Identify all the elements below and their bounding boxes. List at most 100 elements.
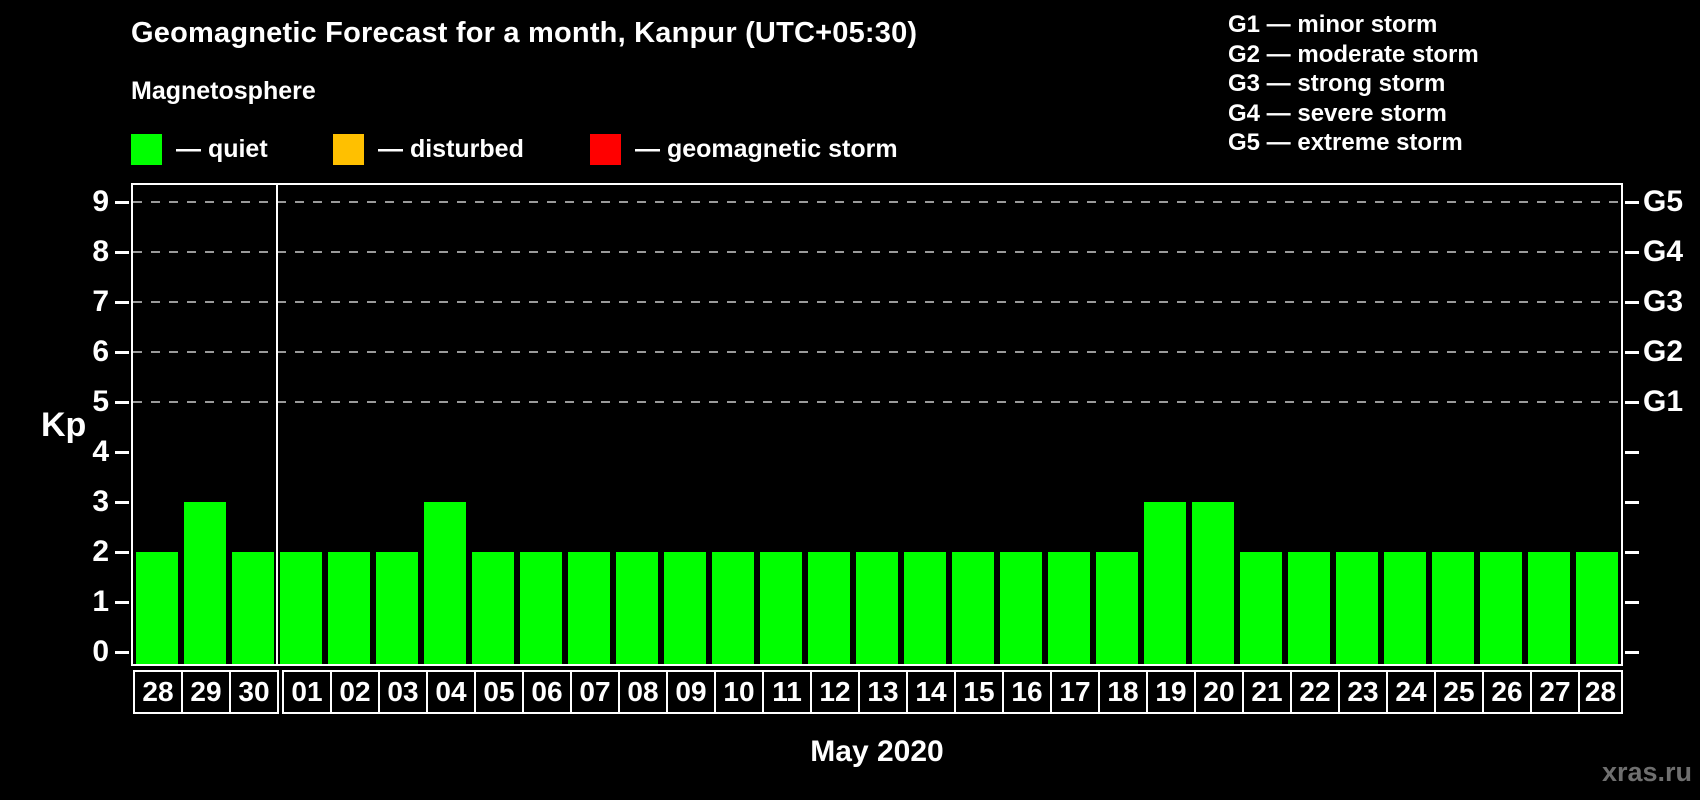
bar-day-26 — [1480, 552, 1522, 664]
bar-day-23 — [1336, 552, 1378, 664]
date-cell-may-11: 11 — [762, 670, 812, 714]
y-axis-right-tick-8 — [1625, 251, 1639, 254]
y-axis-tick-label-0: 0 — [92, 635, 109, 668]
y-axis-left-tick-8 — [115, 251, 129, 254]
date-cell-may-28: 28 — [1578, 670, 1623, 714]
bar-day-17 — [1048, 552, 1090, 664]
date-cell-may-08: 08 — [618, 670, 668, 714]
bar-day-13 — [856, 552, 898, 664]
storm-scale-legend-line-g5: G5 — extreme storm — [1228, 129, 1463, 156]
legend-item-quiet: — quiet — [131, 133, 268, 165]
y-axis-left-tick-7 — [115, 301, 129, 304]
date-cell-apr-29: 29 — [181, 670, 231, 714]
date-cell-may-01: 01 — [282, 670, 332, 714]
y-axis-right-tick-9 — [1625, 201, 1639, 204]
date-cell-may-17: 17 — [1050, 670, 1100, 714]
y-axis-left-tick-3 — [115, 501, 129, 504]
date-cell-may-03: 03 — [378, 670, 428, 714]
gridline-kp9 — [133, 201, 1621, 203]
bar-day-22 — [1288, 552, 1330, 664]
y-axis-left-tick-6 — [115, 351, 129, 354]
date-cell-may-23: 23 — [1338, 670, 1388, 714]
bar-day-08 — [616, 552, 658, 664]
right-axis-label-g2: G2 — [1643, 335, 1684, 368]
watermark: xras.ru — [1601, 757, 1692, 787]
bar-day-27 — [1528, 552, 1570, 664]
legend-item-geomagnetic-storm: — geomagnetic storm — [590, 133, 898, 165]
legend-swatch-geomagnetic-storm-icon — [590, 133, 621, 165]
bar-day-05 — [472, 552, 514, 664]
date-cell-may-02: 02 — [330, 670, 380, 714]
date-cell-may-25: 25 — [1434, 670, 1484, 714]
bar-day-12 — [808, 552, 850, 664]
bar-day-25 — [1432, 552, 1474, 664]
bar-day-04 — [424, 502, 466, 664]
y-axis-right-tick-2 — [1625, 551, 1639, 554]
bar-day-14 — [904, 552, 946, 664]
y-axis-tick-label-8: 8 — [92, 235, 109, 268]
y-axis-left-tick-0 — [115, 651, 129, 654]
y-axis-tick-label-5: 5 — [92, 385, 109, 418]
bar-day-10 — [712, 552, 754, 664]
month-separator-line — [276, 185, 278, 664]
storm-scale-legend-line-g4: G4 — severe storm — [1228, 99, 1447, 127]
bar-day-24 — [1384, 552, 1426, 664]
date-cell-may-24: 24 — [1386, 670, 1436, 714]
date-cell-may-20: 20 — [1194, 670, 1244, 714]
y-axis-left-tick-2 — [115, 551, 129, 554]
bar-day-01 — [280, 552, 322, 664]
bar-day-28 — [1576, 552, 1618, 664]
date-cell-may-12: 12 — [810, 670, 860, 714]
bar-day-11 — [760, 552, 802, 664]
date-cell-may-27: 27 — [1530, 670, 1580, 714]
y-axis-label: Kp — [41, 406, 87, 444]
y-axis-tick-label-1: 1 — [92, 585, 109, 618]
date-cell-apr-28: 28 — [133, 670, 183, 714]
right-axis-label-g4: G4 — [1643, 235, 1684, 268]
right-axis-label-g3: G3 — [1643, 285, 1684, 318]
y-axis-right-tick-4 — [1625, 451, 1639, 454]
legend-label-disturbed: — disturbed — [378, 134, 524, 163]
y-axis-left-tick-1 — [115, 601, 129, 604]
bar-day-07 — [568, 552, 610, 664]
y-axis-right-tick-3 — [1625, 501, 1639, 504]
date-cell-may-07: 07 — [570, 670, 620, 714]
y-axis-right-tick-5 — [1625, 401, 1639, 404]
bar-day-18 — [1096, 552, 1138, 664]
y-axis-tick-label-6: 6 — [92, 335, 109, 368]
bar-day-03 — [376, 552, 418, 664]
chart-title: Geomagnetic Forecast for a month, Kanpur… — [131, 17, 918, 49]
date-cell-apr-30: 30 — [229, 670, 279, 714]
date-cell-may-26: 26 — [1482, 670, 1532, 714]
x-axis-date-row: 28 29 30 01 02 03 04 05 06 07 08 09 10 11 12 13 14 15 16 17… — [133, 670, 1625, 715]
gridline-kp6 — [133, 351, 1621, 353]
y-axis-tick-label-3: 3 — [92, 485, 109, 518]
date-cell-may-13: 13 — [858, 670, 908, 714]
y-axis-left-tick-4 — [115, 451, 129, 454]
y-axis-tick-label-7: 7 — [92, 285, 109, 318]
y-axis-left-tick-5 — [115, 401, 129, 404]
bar-day-28 — [136, 552, 178, 664]
storm-scale-legend-line-g1: G1 — minor storm — [1228, 11, 1438, 38]
bar-day-21 — [1240, 552, 1282, 664]
y-axis-left-tick-9 — [115, 201, 129, 204]
bar-day-16 — [1000, 552, 1042, 664]
date-cell-may-22: 22 — [1290, 670, 1340, 714]
storm-scale-legend-line-g3: G3 — strong storm — [1228, 70, 1446, 97]
legend-label-quiet: — quiet — [176, 134, 268, 163]
gridline-kp7 — [133, 301, 1621, 303]
gridline-kp5 — [133, 401, 1621, 403]
bar-day-09 — [664, 552, 706, 664]
legend-item-disturbed: — disturbed — [333, 133, 524, 165]
magnetosphere-legend-heading: Magnetosphere — [131, 77, 316, 105]
bar-day-02 — [328, 552, 370, 664]
date-cell-may-10: 10 — [714, 670, 764, 714]
date-cell-may-05: 05 — [474, 670, 524, 714]
date-cell-may-04: 04 — [426, 670, 476, 714]
date-cell-may-09: 09 — [666, 670, 716, 714]
legend-swatch-quiet-icon — [131, 133, 162, 165]
bar-day-29 — [184, 502, 226, 664]
right-axis-label-g1: G1 — [1643, 385, 1684, 418]
storm-scale-legend: G1 — minor storm G2 — moderate storm G3 — … — [1228, 10, 1479, 158]
